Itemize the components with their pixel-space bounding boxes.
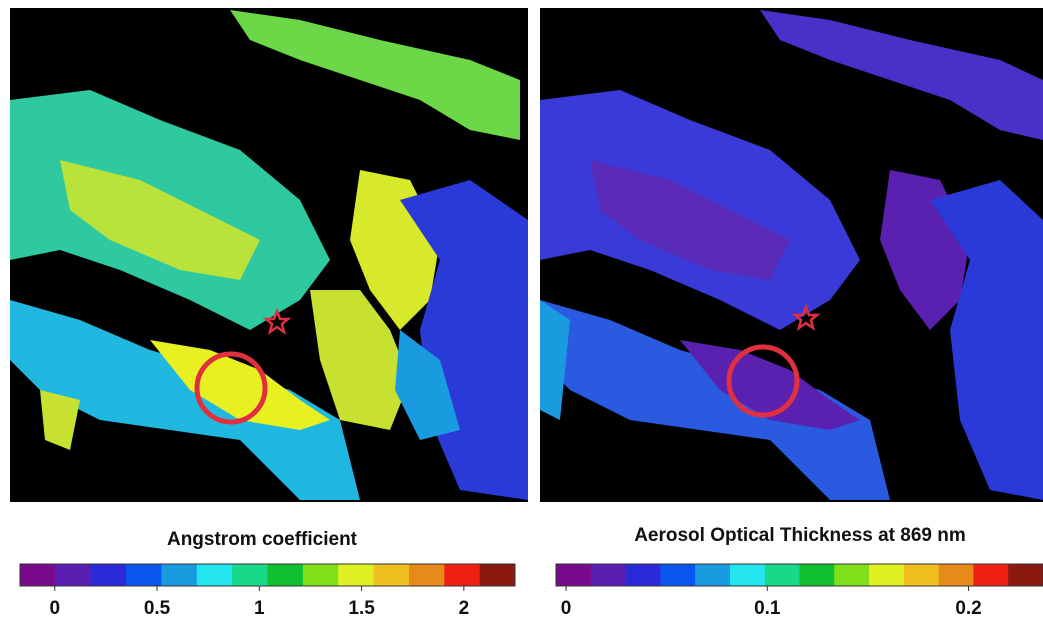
colorbar-segment	[660, 564, 695, 586]
colorbar-segment	[126, 564, 162, 586]
colorbar-segment	[161, 564, 197, 586]
colorbar-segment	[869, 564, 904, 586]
colorbar-segment	[626, 564, 661, 586]
colorbar-title: Angstrom coefficient	[167, 529, 358, 550]
colorbar-segment	[556, 564, 591, 586]
colorbar-segment	[834, 564, 869, 586]
colorbar-segment	[973, 564, 1008, 586]
colorbar-segment	[268, 564, 304, 586]
tick-label: 2	[459, 598, 470, 619]
colorbar-segment	[1008, 564, 1043, 586]
tick-label: 0.5	[144, 598, 171, 619]
colorbar-segment	[338, 564, 374, 586]
tick-label: 1.5	[348, 598, 375, 619]
figure: Angstrom coefficient 0 0.5 1 1.5 2 Aerosol Opt…	[0, 0, 1043, 620]
tick-label: 0.1	[754, 598, 781, 619]
colorbar-segment	[480, 564, 516, 586]
colorbar-segment	[939, 564, 974, 586]
colorbar-segment	[409, 564, 445, 586]
colorbar-segment	[765, 564, 800, 586]
colorbar-segment	[695, 564, 730, 586]
colorbar-segment	[91, 564, 127, 586]
aot-map	[540, 8, 1043, 502]
colorbar-segment	[374, 564, 410, 586]
colorbar-segment	[444, 564, 480, 586]
angstrom-map	[10, 8, 528, 502]
colorbar-title: Aerosol Optical Thickness at 869 nm	[634, 525, 966, 546]
colorbar-segment	[232, 564, 268, 586]
colorbar-segment	[55, 564, 91, 586]
colorbar-segment	[904, 564, 939, 586]
colorbar-segment	[730, 564, 765, 586]
colorbar-segment	[800, 564, 835, 586]
tick-label: 0.2	[955, 598, 981, 619]
colorbar-segment	[591, 564, 626, 586]
colorbar-segment	[197, 564, 233, 586]
tick-label: 1	[254, 598, 265, 619]
colorbar-segment	[20, 564, 56, 586]
tick-label: 0	[49, 598, 60, 619]
tick-label: 0	[561, 598, 572, 619]
colorbar-segment	[303, 564, 339, 586]
